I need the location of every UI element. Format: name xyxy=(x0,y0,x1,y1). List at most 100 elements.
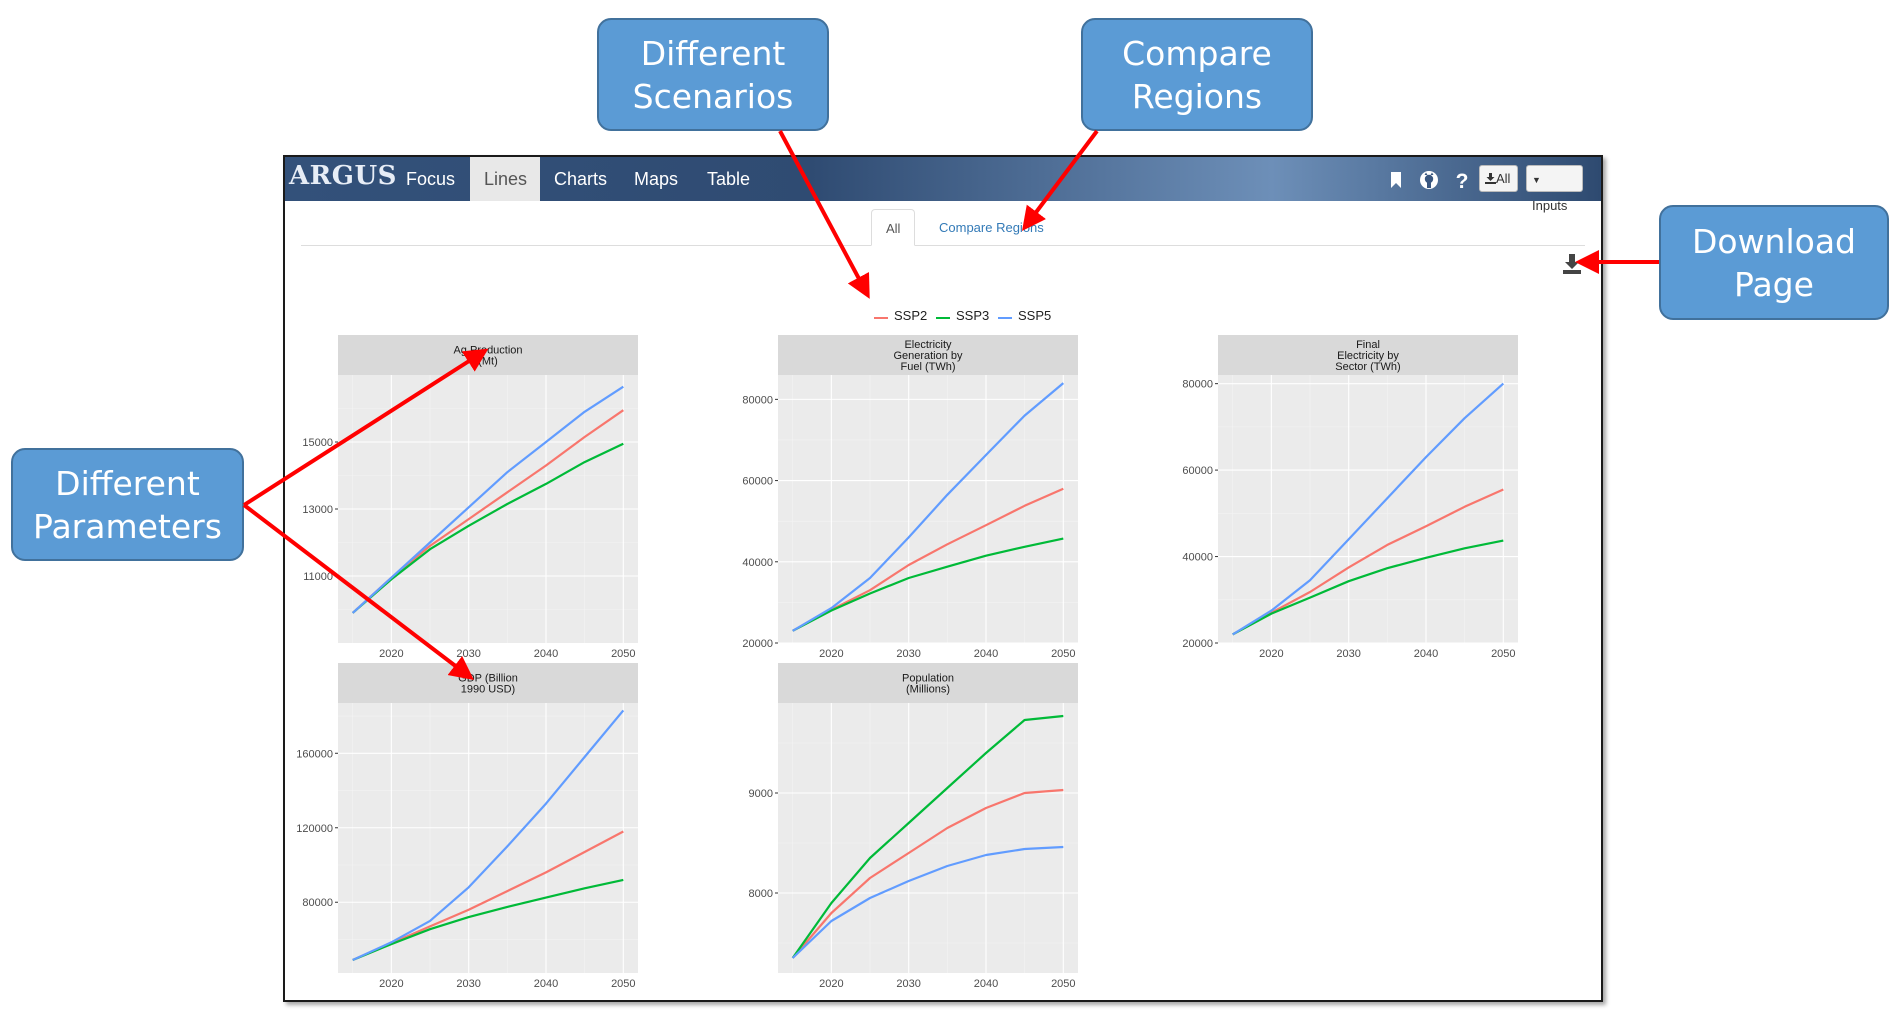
inputs-button-label: Inputs xyxy=(1532,198,1568,213)
y-tick-label: 80000 xyxy=(1182,379,1213,391)
series-line-ssp5 xyxy=(791,845,1064,959)
x-tick-label: 2050 xyxy=(1491,648,1515,660)
x-tick-label: 2040 xyxy=(534,978,558,990)
chart-svg: Population (Millions) 2020 2030 2040 2050 8000… xyxy=(749,663,1078,990)
facet-strip xyxy=(1218,335,1518,375)
caret-down-icon: ▼ xyxy=(1532,175,1541,185)
callout-different-scenarios: Different Scenarios xyxy=(597,18,829,131)
series-line-ssp2 xyxy=(791,788,1064,959)
x-tick-label: 2040 xyxy=(974,648,998,660)
all-button-label: All xyxy=(1496,171,1511,186)
x-tick-label: 2020 xyxy=(379,648,403,660)
chart-gdp: GDP (Billion 1990 USD) 2020 2030 2040 2050 800… xyxy=(285,663,725,993)
svg-text:?: ? xyxy=(1456,170,1469,191)
tab-focus[interactable]: Focus xyxy=(406,169,456,189)
x-tick-label: 2020 xyxy=(819,648,843,660)
series-line-ssp2 xyxy=(1232,488,1504,636)
series-line-ssp3 xyxy=(791,714,1064,959)
callout-compare-regions: Compare Regions xyxy=(1081,18,1313,131)
y-tick-label: 8000 xyxy=(749,888,773,900)
plot-background xyxy=(338,703,638,973)
y-tick-label: 120000 xyxy=(296,823,333,835)
tab-charts[interactable]: Charts xyxy=(554,169,608,189)
facet-strip xyxy=(778,663,1078,703)
sub-tabs: All Compare Regions xyxy=(301,209,1585,246)
y-tick-label: 9000 xyxy=(749,788,773,800)
x-tick-label: 2030 xyxy=(896,648,920,660)
chart-svg: Ag Production (Mt)2020 2030 2040 20501100013… xyxy=(302,335,638,660)
app-window: ARGUS Focus Lines Charts Maps Table ? Al… xyxy=(283,155,1603,1002)
y-tick-label: 80000 xyxy=(302,897,333,909)
legend-swatch-ssp5 xyxy=(998,317,1012,319)
series-line-ssp3 xyxy=(792,537,1064,632)
plot-background xyxy=(1218,375,1518,643)
x-tick-label: 2030 xyxy=(896,978,920,990)
series-line-ssp3 xyxy=(1232,539,1504,636)
x-tick-label: 2050 xyxy=(1051,978,1075,990)
download-icon xyxy=(1485,173,1496,184)
x-tick-label: 2050 xyxy=(611,648,635,660)
chart-svg: Electricity Generation by Fuel (TWh) 2020 20… xyxy=(742,335,1078,660)
x-tick-label: 2030 xyxy=(456,648,480,660)
y-tick-label: 13000 xyxy=(302,504,333,516)
facet-strip xyxy=(778,335,1078,375)
y-tick-label: 40000 xyxy=(742,557,773,569)
facet-title: Final Electricity by Sector (TWh) xyxy=(1335,339,1400,373)
facet-title: GDP (Billion 1990 USD) xyxy=(458,673,518,696)
chart-electricity-generation: Electricity Generation by Fuel (TWh) 2020 20… xyxy=(725,335,1165,663)
x-tick-label: 2030 xyxy=(456,978,480,990)
legend-label-ssp2: SSP2 xyxy=(894,308,928,323)
subtab-compare-regions[interactable]: Compare Regions xyxy=(939,220,1044,235)
legend-label-ssp5: SSP5 xyxy=(1018,308,1052,323)
chart-svg: Final Electricity by Sector (TWh) 2020 2030 2… xyxy=(1182,335,1518,660)
facet-title: Population (Millions) xyxy=(902,673,954,696)
facet-title: Electricity Generation by Fuel (TWh) xyxy=(893,339,963,373)
y-tick-label: 60000 xyxy=(742,476,773,488)
legend-label-ssp3: SSP3 xyxy=(956,308,990,323)
github-icon[interactable] xyxy=(1418,169,1440,191)
bookmark-icon[interactable] xyxy=(1385,169,1407,191)
navbar: ARGUS Focus Lines Charts Maps Table ? Al… xyxy=(285,157,1601,213)
download-page-icon[interactable] xyxy=(1561,253,1583,275)
chart-population: Population (Millions) 2020 2030 2040 2050 8000… xyxy=(725,663,1165,993)
y-tick-label: 60000 xyxy=(1182,465,1213,477)
series-line-ssp2 xyxy=(792,487,1064,632)
tab-table[interactable]: Table xyxy=(707,169,751,189)
x-tick-label: 2020 xyxy=(819,978,843,990)
legend: SSP2 SSP3 SSP5 xyxy=(285,308,1601,328)
x-tick-label: 2040 xyxy=(974,978,998,990)
plot-background xyxy=(778,703,1078,973)
tab-lines[interactable]: Lines xyxy=(470,157,540,201)
y-tick-label: 11000 xyxy=(303,571,333,583)
legend-swatch-ssp2 xyxy=(874,317,888,319)
legend-swatch-ssp3 xyxy=(936,317,950,319)
x-tick-label: 2040 xyxy=(1414,648,1438,660)
series-line-ssp5 xyxy=(792,382,1065,632)
x-tick-label: 2020 xyxy=(379,978,403,990)
brand-logo[interactable]: ARGUS xyxy=(289,161,397,191)
inputs-button[interactable]: ▼ Inputs xyxy=(1526,165,1583,213)
series-line-ssp5 xyxy=(1232,382,1505,636)
callout-download-page: Download Page xyxy=(1659,205,1889,320)
y-tick-label: 160000 xyxy=(296,748,333,760)
chart-ag-production: Ag Production (Mt) 2020 2030 2040 2050 11000 13… xyxy=(285,335,725,663)
x-tick-label: 2050 xyxy=(611,978,635,990)
x-tick-label: 2030 xyxy=(1336,648,1360,660)
series-line-ssp5 xyxy=(352,709,625,962)
series-line-ssp3 xyxy=(352,878,624,962)
callout-different-parameters: Different Parameters xyxy=(11,448,244,561)
help-icon[interactable]: ? xyxy=(1451,169,1473,191)
plot-background xyxy=(778,375,1078,643)
y-tick-label: 20000 xyxy=(742,638,773,650)
tab-maps[interactable]: Maps xyxy=(634,169,679,189)
chart-final-electricity: Final Electricity by Sector (TWh) 2020 2030 2… xyxy=(1165,335,1601,663)
x-tick-label: 2050 xyxy=(1051,648,1075,660)
x-tick-label: 2040 xyxy=(534,648,558,660)
x-tick-label: 2020 xyxy=(1259,648,1283,660)
y-tick-label: 15000 xyxy=(302,437,333,449)
subtab-all[interactable]: All xyxy=(871,209,916,246)
download-all-button[interactable]: All xyxy=(1479,165,1518,192)
chart-svg: GDP (Billion 1990 USD) 2020 2030 2040 2050 800… xyxy=(296,663,638,990)
y-tick-label: 20000 xyxy=(1182,638,1213,650)
series-line-ssp2 xyxy=(352,830,624,962)
